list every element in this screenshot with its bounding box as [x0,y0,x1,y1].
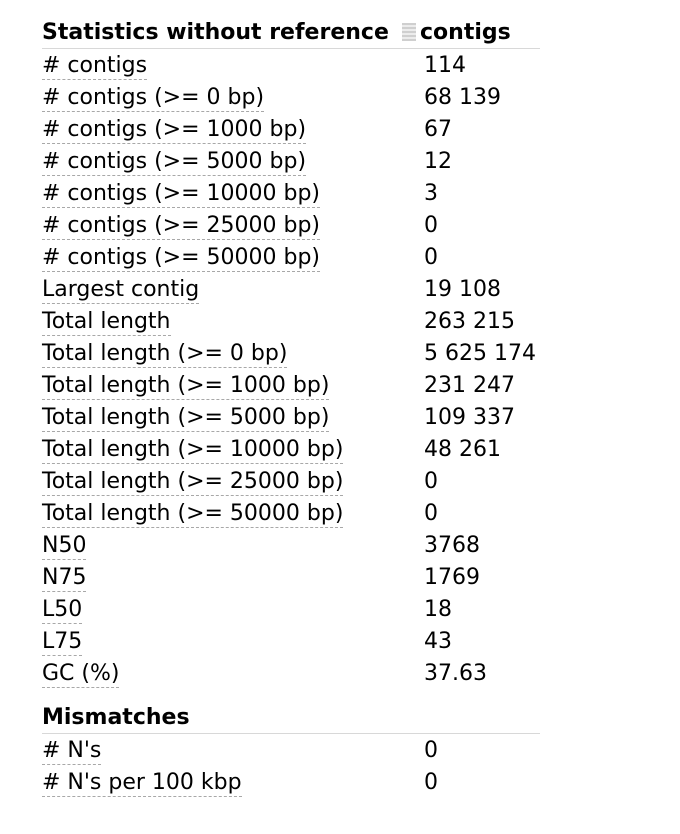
metric-value: 0 [424,244,438,270]
metric-label[interactable]: GC (%) [42,660,120,688]
metric-value: 0 [424,737,438,763]
table-row: L75 43 [42,625,540,657]
metric-label[interactable]: Total length (>= 50000 bp) [42,500,344,528]
metric-value: 43 [424,628,452,654]
table-row: L50 18 [42,593,540,625]
metric-value: 0 [424,212,438,238]
table-row: # contigs 114 [42,49,540,81]
row-label-cell: # contigs (>= 1000 bp) [42,116,424,144]
table-row: N50 3768 [42,529,540,561]
table-row: Total length (>= 25000 bp) 0 [42,465,540,497]
column-header-contigs: contigs [420,19,511,45]
metric-label[interactable]: # contigs (>= 5000 bp) [42,148,307,176]
metric-value: 3768 [424,532,480,558]
row-label-cell: Total length (>= 25000 bp) [42,468,424,496]
row-label-cell: # N's [42,737,424,765]
metric-value: 19 108 [424,276,501,302]
table-row: Largest contig 19 108 [42,273,540,305]
row-label-cell: # contigs (>= 5000 bp) [42,148,424,176]
table-row: # contigs (>= 0 bp) 68 139 [42,81,540,113]
table-row: # N's per 100 kbp 0 [42,766,540,798]
metric-label[interactable]: N50 [42,532,87,560]
metric-label[interactable]: Total length [42,308,171,336]
metric-value: 37.63 [424,660,487,686]
mismatches-table: # N's 0 # N's per 100 kbp 0 [42,734,540,798]
metric-label[interactable]: # N's per 100 kbp [42,769,242,797]
row-label-cell: Total length [42,308,424,336]
metric-label[interactable]: # contigs (>= 10000 bp) [42,180,321,208]
stats-table: # contigs 114 # contigs (>= 0 bp) 68 139 # c… [42,49,540,689]
table-row: # N's 0 [42,734,540,766]
table-row: # contigs (>= 10000 bp) 3 [42,177,540,209]
row-label-cell: L75 [42,628,424,656]
row-label-cell: L50 [42,596,424,624]
metric-label[interactable]: # contigs (>= 0 bp) [42,84,265,112]
section-title-mismatches: Mismatches [42,701,540,734]
metric-value: 18 [424,596,452,622]
table-row: N75 1769 [42,561,540,593]
row-label-cell: Total length (>= 10000 bp) [42,436,424,464]
row-label-cell: # contigs (>= 0 bp) [42,84,424,112]
metric-label[interactable]: Total length (>= 0 bp) [42,340,288,368]
table-row: # contigs (>= 1000 bp) 67 [42,113,540,145]
metric-label[interactable]: L75 [42,628,83,656]
table-row: GC (%) 37.63 [42,657,540,689]
metric-label[interactable]: Total length (>= 1000 bp) [42,372,330,400]
metric-value: 1769 [424,564,480,590]
metric-value: 68 139 [424,84,501,110]
metric-value: 5 625 174 [424,340,536,366]
metric-value: 263 215 [424,308,515,334]
row-label-cell: # contigs (>= 25000 bp) [42,212,424,240]
row-label-cell: # contigs (>= 10000 bp) [42,180,424,208]
metric-label[interactable]: # contigs (>= 25000 bp) [42,212,321,240]
table-row: # contigs (>= 5000 bp) 12 [42,145,540,177]
stats-report: Statistics without reference contigs # c… [42,16,540,798]
table-row: Total length (>= 1000 bp) 231 247 [42,369,540,401]
metric-label[interactable]: Total length (>= 5000 bp) [42,404,330,432]
row-label-cell: Total length (>= 0 bp) [42,340,424,368]
section-title-statistics: Statistics without reference [42,19,389,45]
table-header: Statistics without reference contigs [42,16,540,49]
row-label-cell: Total length (>= 1000 bp) [42,372,424,400]
metric-value: 12 [424,148,452,174]
metric-label[interactable]: Largest contig [42,276,200,304]
table-row: Total length (>= 5000 bp) 109 337 [42,401,540,433]
metric-label[interactable]: L50 [42,596,83,624]
metric-value: 0 [424,769,438,795]
table-row: # contigs (>= 25000 bp) 0 [42,209,540,241]
metric-value: 114 [424,52,466,78]
row-label-cell: N75 [42,564,424,592]
metric-value: 0 [424,468,438,494]
drag-handle-icon[interactable] [402,23,416,41]
table-row: Total length (>= 0 bp) 5 625 174 [42,337,540,369]
metric-label[interactable]: # N's [42,737,102,765]
row-label-cell: GC (%) [42,660,424,688]
metric-label[interactable]: # contigs (>= 50000 bp) [42,244,321,272]
metric-value: 48 261 [424,436,501,462]
table-row: Total length (>= 10000 bp) 48 261 [42,433,540,465]
metric-label[interactable]: # contigs [42,52,148,80]
row-label-cell: Total length (>= 5000 bp) [42,404,424,432]
metric-value: 67 [424,116,452,142]
row-label-cell: # contigs (>= 50000 bp) [42,244,424,272]
row-label-cell: # contigs [42,52,424,80]
metric-value: 231 247 [424,372,515,398]
metric-value: 0 [424,500,438,526]
metric-value: 109 337 [424,404,515,430]
metric-label[interactable]: # contigs (>= 1000 bp) [42,116,307,144]
table-row: Total length (>= 50000 bp) 0 [42,497,540,529]
metric-label[interactable]: Total length (>= 25000 bp) [42,468,344,496]
metric-label[interactable]: Total length (>= 10000 bp) [42,436,344,464]
metric-value: 3 [424,180,438,206]
table-row: Total length 263 215 [42,305,540,337]
row-label-cell: Largest contig [42,276,424,304]
metric-label[interactable]: N75 [42,564,87,592]
row-label-cell: Total length (>= 50000 bp) [42,500,424,528]
row-label-cell: N50 [42,532,424,560]
table-row: # contigs (>= 50000 bp) 0 [42,241,540,273]
row-label-cell: # N's per 100 kbp [42,769,424,797]
